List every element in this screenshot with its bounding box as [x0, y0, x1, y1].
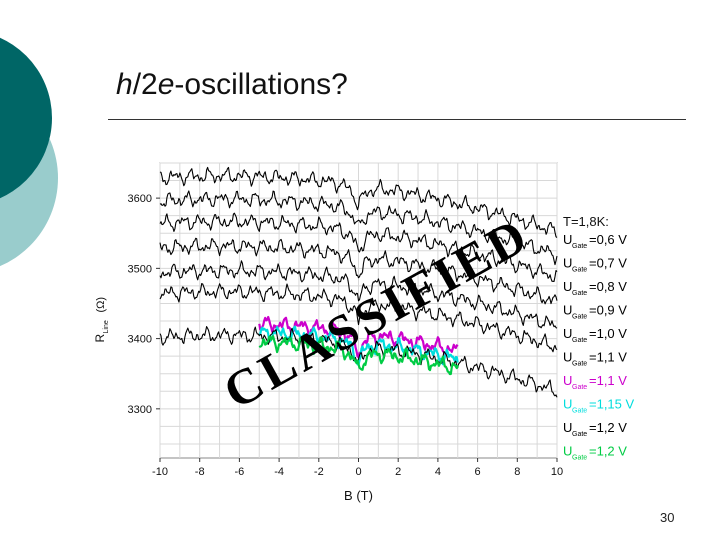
- y-tick-label: 3300: [128, 404, 152, 416]
- series-line: [159, 212, 558, 283]
- legend-entry: U Gate =1,0 V: [563, 326, 627, 344]
- title-italic-e: e: [157, 68, 175, 101]
- page-number: 30: [660, 510, 675, 525]
- legend-label-value: =0,9 V: [589, 303, 627, 318]
- y-axis-label-main: R: [93, 334, 107, 343]
- legend-entry: U Gate =1,2 V: [563, 444, 627, 462]
- series-line: [258, 335, 459, 376]
- legend-entry: U Gate =1,1 V: [563, 373, 627, 391]
- y-tick-label: 3600: [128, 193, 152, 205]
- legend-label-value: =0,8 V: [589, 279, 627, 294]
- title-italic-h: h: [116, 68, 133, 101]
- legend-label-sub: Gate: [572, 314, 587, 321]
- title-part: -oscillations?: [174, 68, 348, 101]
- x-tick-label: 6: [475, 466, 481, 478]
- legend-label-u: U: [563, 256, 572, 271]
- legend-label-u: U: [563, 420, 572, 435]
- legend-header: T=1,8K:: [563, 214, 609, 229]
- legend-label-u: U: [563, 373, 572, 388]
- x-tick-label: -10: [152, 466, 168, 478]
- legend-label-sub: Gate: [572, 408, 587, 415]
- legend-entry: U Gate =1,15 V: [563, 397, 635, 415]
- x-tick-label: 0: [355, 466, 361, 478]
- x-tick-label: 8: [514, 466, 520, 478]
- legend-label-value: =1,15 V: [589, 397, 635, 412]
- legend-label-value: =1,0 V: [589, 326, 627, 341]
- y-axis-label-unit: (Ω): [95, 297, 107, 313]
- decorative-background-shape: [0, 37, 58, 267]
- series-line: [159, 326, 558, 398]
- legend-label-value: =1,1 V: [589, 373, 627, 388]
- legend-label-sub: Gate: [572, 337, 587, 344]
- x-tick-label: 2: [395, 466, 401, 478]
- legend-label-value: =0,7 V: [589, 256, 627, 271]
- x-tick-label: 10: [551, 466, 563, 478]
- legend-label-sub: Gate: [572, 243, 587, 250]
- deco-dark-circle: [0, 37, 52, 199]
- legend-label-value: =1,2 V: [589, 444, 627, 459]
- y-tick-label: 3400: [128, 334, 152, 346]
- legend-label-sub: Gate: [572, 431, 587, 438]
- legend-entry: U Gate =0,8 V: [563, 279, 627, 297]
- legend-label-sub: Gate: [572, 384, 587, 391]
- x-tick-label: -6: [235, 466, 245, 478]
- legend-entry: U Gate =1,1 V: [563, 350, 627, 368]
- legend-label-u: U: [563, 303, 572, 318]
- x-axis-label: B (T): [344, 488, 373, 503]
- legend-entry: U Gate =0,9 V: [563, 303, 627, 321]
- x-tick-label: -8: [195, 466, 205, 478]
- legend-label-sub: Gate: [572, 455, 587, 462]
- legend-label-u: U: [563, 279, 572, 294]
- legend-label-u: U: [563, 232, 572, 247]
- legend-label-u: U: [563, 326, 572, 341]
- legend-label-value: =1,2 V: [589, 420, 627, 435]
- y-tick-label: 3500: [128, 263, 152, 275]
- legend-entry: U Gate =1,2 V: [563, 420, 627, 438]
- legend-label-u: U: [563, 350, 572, 365]
- legend-label-value: =1,1 V: [589, 350, 627, 365]
- series-line: [159, 260, 558, 329]
- legend-label-value: =0,6 V: [589, 232, 627, 247]
- title-part: /2: [132, 68, 158, 101]
- legend-label-sub: Gate: [572, 267, 587, 274]
- x-tick-label: 4: [435, 466, 441, 478]
- title-divider: [108, 119, 686, 120]
- legend-label-sub: Gate: [572, 361, 587, 368]
- x-tick-label: -4: [274, 466, 284, 478]
- y-axis-label-sub: Line: [103, 320, 110, 333]
- legend-label-sub: Gate: [572, 290, 587, 297]
- series-line: [159, 283, 558, 353]
- legend-label-u: U: [563, 444, 572, 459]
- legend-entry: U Gate =0,7 V: [563, 256, 627, 274]
- series-line: [159, 166, 558, 238]
- legend-label-u: U: [563, 397, 572, 412]
- series-line: [159, 190, 558, 266]
- series-line: [159, 237, 558, 305]
- legend-entry: U Gate =0,6 V: [563, 232, 627, 250]
- slide-title: h/2e-oscillations?: [116, 68, 348, 102]
- x-tick-label: -2: [314, 466, 324, 478]
